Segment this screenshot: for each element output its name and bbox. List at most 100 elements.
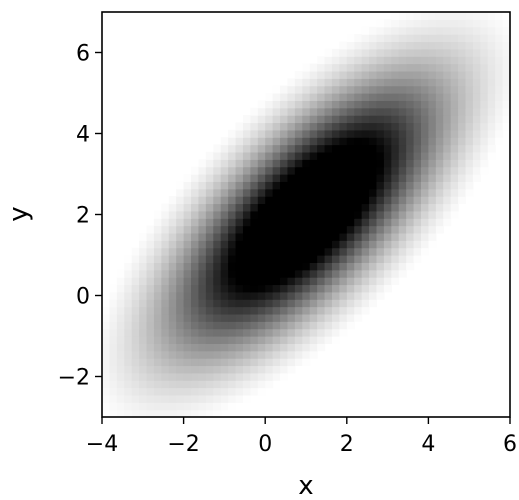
heatmap-cell (406, 196, 415, 205)
heatmap-cell (458, 129, 467, 138)
heatmap-cell (339, 48, 348, 57)
heatmap-cell (220, 313, 229, 322)
heatmap-cell (472, 78, 481, 87)
heatmap-cell (502, 100, 511, 109)
heatmap-cell (220, 151, 229, 160)
heatmap-cell (294, 218, 303, 227)
heatmap-cell (109, 299, 118, 308)
heatmap-cell (242, 144, 251, 153)
heatmap-cell (450, 188, 459, 197)
heatmap-cell (391, 41, 400, 50)
heatmap-cell (280, 255, 289, 263)
heatmap-cell (369, 137, 378, 146)
heatmap-cell (369, 210, 378, 219)
heatmap-cell (294, 203, 303, 212)
heatmap-cell (153, 328, 162, 337)
heatmap-cell (443, 196, 452, 205)
heatmap-cell (265, 93, 274, 101)
heatmap-cell (302, 107, 311, 116)
heatmap-cell (339, 328, 348, 337)
heatmap-cell (369, 247, 378, 256)
heatmap-cell (213, 203, 222, 212)
heatmap-cell (458, 159, 467, 168)
heatmap-cell (272, 291, 281, 300)
heatmap-cell (183, 313, 192, 322)
heatmap-cell (487, 26, 496, 35)
heatmap-cell (346, 34, 355, 43)
heatmap-cell (428, 70, 437, 79)
heatmap-cell (183, 380, 192, 389)
heatmap-cell (139, 350, 148, 359)
heatmap-cell (124, 321, 133, 330)
heatmap-cell (480, 26, 489, 35)
heatmap-cell (339, 262, 348, 271)
heatmap-cell (309, 151, 318, 160)
heatmap-cell (369, 144, 378, 153)
heatmap-cell (406, 85, 415, 94)
heatmap-cell (391, 255, 400, 263)
heatmap-cell (287, 203, 296, 212)
heatmap-cell (376, 218, 385, 227)
heatmap-cell (391, 63, 400, 72)
heatmap-cell (406, 41, 415, 50)
heatmap-cell (176, 210, 185, 219)
heatmap-cell (361, 255, 370, 263)
heatmap-cell (443, 174, 452, 182)
heatmap-cell (309, 159, 318, 168)
heatmap-cell (265, 210, 274, 219)
heatmap-cell (465, 188, 474, 197)
heatmap-cell (228, 306, 237, 315)
heatmap-cell (205, 196, 214, 205)
heatmap-cell (161, 262, 170, 271)
heatmap-cell (280, 358, 289, 367)
heatmap-cell (317, 255, 326, 263)
heatmap-cell (391, 48, 400, 57)
heatmap-cell (257, 350, 266, 359)
heatmap-cell (354, 129, 363, 138)
heatmap-cell (294, 100, 303, 109)
heatmap-cell (250, 137, 259, 146)
heatmap-cell (472, 70, 481, 79)
heatmap-cell (428, 93, 437, 101)
heatmap-cell (250, 387, 259, 396)
heatmap-cell (361, 70, 370, 79)
heatmap-cell (391, 269, 400, 278)
heatmap-cell (280, 225, 289, 234)
heatmap-cell (272, 144, 281, 153)
heatmap-cell (280, 115, 289, 124)
heatmap-cell (294, 144, 303, 153)
heatmap-cell (398, 159, 407, 168)
heatmap-cell (428, 34, 437, 43)
heatmap-cell (131, 336, 140, 344)
heatmap-cell (257, 100, 266, 109)
heatmap-cell (376, 19, 385, 28)
heatmap-cell (139, 284, 148, 293)
heatmap-cell (287, 181, 296, 190)
heatmap-cell (265, 144, 274, 153)
heatmap-cell (487, 107, 496, 116)
heatmap-cell (146, 255, 155, 263)
heatmap-cell (420, 174, 429, 182)
heatmap-cell (309, 129, 318, 138)
heatmap-cell (413, 151, 422, 160)
heatmap-cell (272, 277, 281, 286)
heatmap-cell (257, 159, 266, 168)
heatmap-cell (413, 93, 422, 101)
heatmap-cell (302, 240, 311, 249)
heatmap-cell (487, 93, 496, 101)
heatmap-cell (346, 210, 355, 219)
heatmap-cell (272, 166, 281, 175)
heatmap-cell (443, 48, 452, 57)
heatmap-cell (361, 218, 370, 227)
heatmap-cell (242, 262, 251, 271)
heatmap-cell (428, 240, 437, 249)
heatmap-cell (376, 210, 385, 219)
heatmap-cell (302, 269, 311, 278)
heatmap-cell (250, 129, 259, 138)
heatmap-cell (346, 107, 355, 116)
heatmap-cell (339, 100, 348, 109)
heatmap-cell (302, 255, 311, 263)
heatmap-cell (131, 365, 140, 374)
heatmap-cell (265, 358, 274, 367)
heatmap-cell (309, 174, 318, 182)
